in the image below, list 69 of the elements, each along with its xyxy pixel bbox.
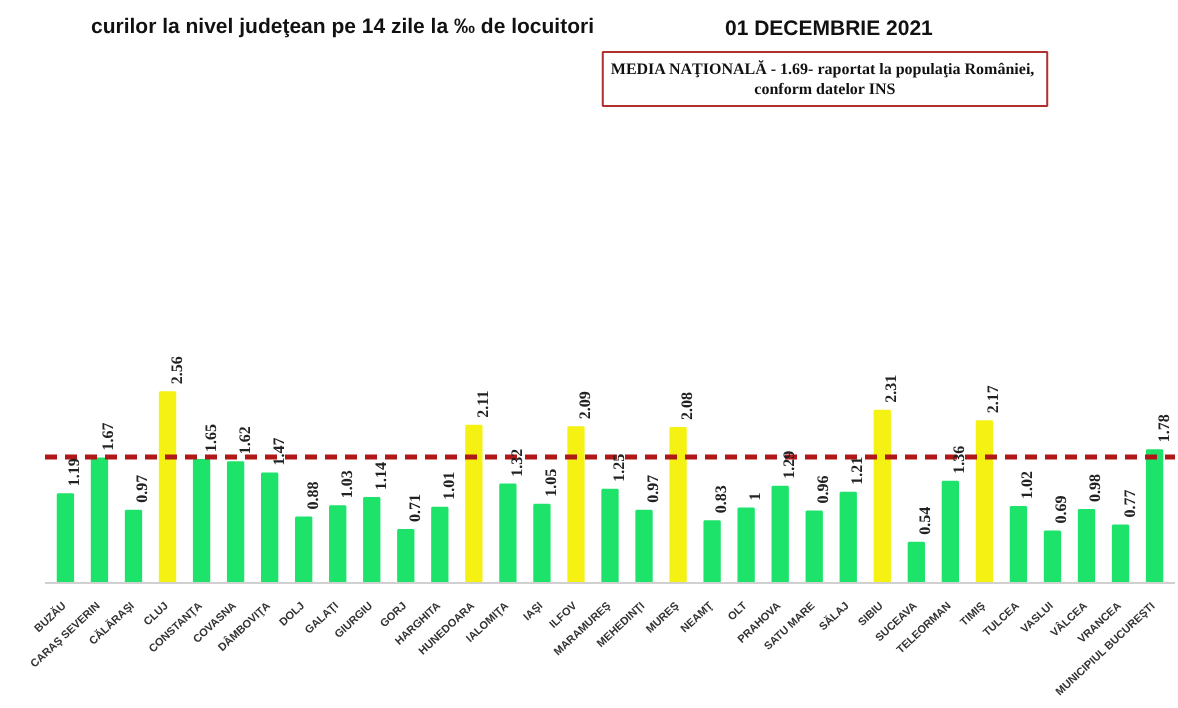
- data-label: 2.08: [678, 391, 697, 420]
- bar: [839, 491, 857, 583]
- data-label: 1.78: [1154, 414, 1173, 443]
- bar: [771, 485, 789, 583]
- bar: [1077, 508, 1096, 583]
- data-label: 0.54: [916, 506, 935, 535]
- bar: [703, 520, 721, 583]
- bar: [601, 488, 619, 583]
- data-label: 2.17: [984, 385, 1003, 414]
- bar: [431, 506, 449, 583]
- bar: [295, 516, 313, 583]
- data-label: 1.21: [848, 456, 867, 485]
- bar: [805, 510, 823, 583]
- data-label: 0.97: [133, 474, 152, 503]
- data-label: 0.71: [405, 494, 424, 523]
- data-label: 1.47: [269, 437, 288, 466]
- data-label: 1.65: [201, 424, 220, 453]
- bar: [226, 461, 245, 583]
- data-label: 1.01: [439, 471, 458, 500]
- bar: [1145, 449, 1164, 583]
- bar: [635, 509, 653, 583]
- bar: [975, 420, 994, 583]
- data-label: 1.02: [1018, 470, 1037, 499]
- bar: [363, 497, 381, 583]
- bar: [1009, 505, 1028, 583]
- data-label: 1.62: [235, 426, 254, 455]
- bar: [158, 391, 177, 583]
- data-label: 0.77: [1120, 489, 1139, 518]
- data-label: 1.36: [950, 445, 969, 474]
- bar: [907, 541, 925, 583]
- data-label: 0.69: [1052, 495, 1071, 524]
- bar: [567, 426, 585, 583]
- bar: [260, 472, 279, 583]
- bar: [465, 424, 483, 583]
- bar: [669, 426, 687, 583]
- bar: [90, 457, 109, 583]
- bar: [941, 480, 960, 583]
- text: MEDIA NAŢIONALĂ - 1.69- raportat la populaţia României, conform datelor INS: [610, 60, 1035, 98]
- data-label: 1: [746, 492, 765, 501]
- data-label: 0.96: [814, 475, 833, 504]
- bar: [397, 529, 415, 583]
- bar: [329, 505, 347, 583]
- data-label: 0.97: [644, 474, 663, 503]
- data-label: 0.83: [712, 485, 731, 514]
- data-label: 1.29: [780, 450, 799, 479]
- data-label: 2.56: [167, 356, 186, 385]
- data-label: 1.67: [99, 422, 118, 451]
- chart-title: curilor la nivel judeţean pe 14 zile la ‰ de locuitori: [91, 15, 595, 39]
- data-label: 0.98: [1086, 473, 1105, 502]
- data-label: 0.88: [303, 481, 322, 510]
- data-label: 1.03: [337, 470, 356, 499]
- bar: [533, 503, 551, 583]
- data-label: 2.11: [473, 390, 492, 418]
- bar: [1111, 524, 1130, 583]
- data-label: 1.25: [610, 453, 628, 482]
- bar: [56, 493, 75, 583]
- bar: [192, 459, 211, 583]
- data-label: 2.31: [882, 374, 901, 403]
- bar: [737, 507, 755, 583]
- bar: [1043, 530, 1062, 583]
- bar: [873, 409, 891, 583]
- data-label: 1.19: [65, 458, 84, 487]
- data-label: 1.32: [507, 448, 526, 477]
- data-label: 1.14: [371, 462, 390, 491]
- bar: [124, 509, 143, 583]
- data-label: 2.09: [575, 391, 594, 420]
- chart-subtitle: 01 DECEMBRIE 2021: [725, 17, 934, 41]
- bar: [499, 483, 517, 583]
- data-label: 1.05: [541, 468, 560, 497]
